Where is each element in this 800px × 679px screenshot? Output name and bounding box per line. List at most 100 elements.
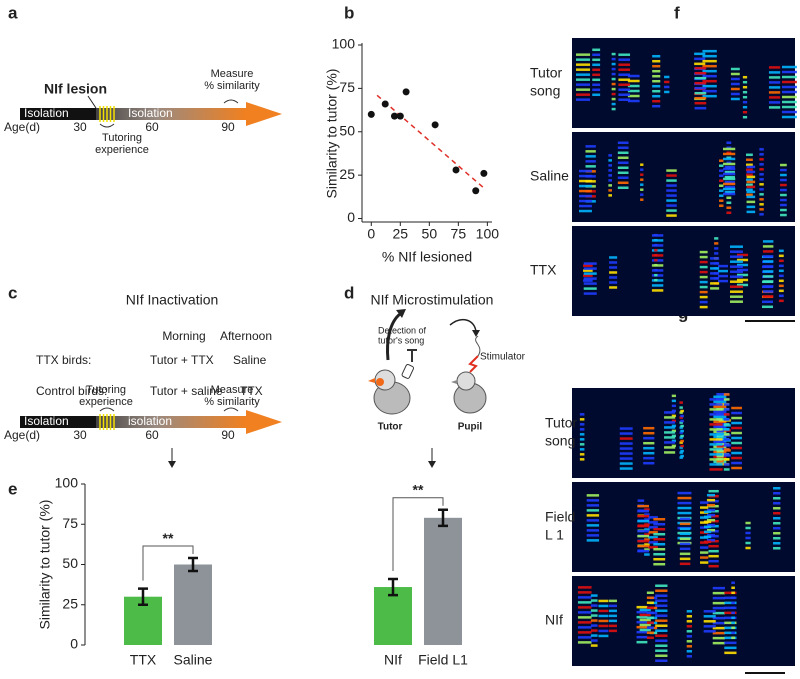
spectrogram-energy <box>586 539 600 542</box>
spectrogram-energy <box>762 250 774 253</box>
spectrogram-energy <box>716 455 724 458</box>
spectrogram-energy <box>706 518 716 522</box>
spectrogram-energy <box>577 596 592 599</box>
y-tick-label: 75 <box>62 515 78 531</box>
spectrogram-energy <box>780 163 787 167</box>
spectrogram-energy <box>576 58 591 61</box>
spectrogram-energy <box>731 426 742 430</box>
spectrogram-energy <box>654 273 658 277</box>
spectrogram-energy <box>608 154 612 157</box>
spectrogram-energy <box>762 295 774 298</box>
spectrogram-energy <box>686 650 693 653</box>
spectrogram-energy <box>718 274 729 278</box>
spectrogram-energy <box>608 179 612 182</box>
spectrogram-energy <box>710 287 720 290</box>
spectrogram-energy <box>724 646 737 650</box>
spectrogram-energy <box>680 434 684 438</box>
spectrogram-energy <box>700 551 709 554</box>
spectrogram-energy <box>666 209 677 212</box>
spectrogram-energy <box>618 73 631 76</box>
spectrogram-energy <box>664 75 670 79</box>
spectrogram-energy <box>611 87 616 91</box>
timeline-isolation <box>20 108 96 120</box>
spectrogram-energy <box>706 513 716 517</box>
spectrogram-energy <box>592 58 601 62</box>
spectrogram-energy <box>731 411 742 415</box>
spectrogram-energy <box>664 436 676 439</box>
spectrogram-energy <box>666 169 677 172</box>
spectrogram-energy <box>598 614 609 618</box>
brace <box>223 407 239 412</box>
spectrogram-energy <box>617 166 629 170</box>
spectrogram-energy <box>652 104 661 108</box>
spectrogram-energy <box>590 624 598 627</box>
spectrogram-energy <box>680 429 684 433</box>
spectrogram-energy <box>716 433 730 436</box>
y-tick-label: 50 <box>62 555 78 571</box>
spectrogram-energy <box>746 183 753 187</box>
spectrogram-energy <box>768 81 781 84</box>
spectrogram-energy <box>702 59 717 63</box>
spectrogram-energy <box>590 594 598 597</box>
spectrogram-energy <box>644 548 650 551</box>
spectrogram-energy <box>745 536 751 540</box>
spectrogram-energy <box>655 634 668 637</box>
spectrogram-energy <box>712 631 725 635</box>
spectrogram-energy <box>713 405 727 408</box>
spectrogram-energy <box>648 521 658 524</box>
spectrogram-energy <box>762 280 774 283</box>
panel-letter: e <box>8 479 17 498</box>
x-tick-label: Field L1 <box>418 652 468 668</box>
measure-label: % similarity <box>204 80 260 92</box>
spectrogram-energy <box>651 284 664 287</box>
brace <box>223 99 239 104</box>
spectrogram-energy <box>664 426 676 429</box>
spectrogram-energy <box>759 183 764 186</box>
point <box>396 112 404 120</box>
spectrogram-energy <box>592 53 601 57</box>
spectrogram-energy <box>773 542 781 545</box>
spectrogram-energy <box>768 76 781 79</box>
row-header: TTX birds: <box>36 353 91 367</box>
spectrogram-energy <box>761 300 774 304</box>
spectrogram-energy <box>654 253 658 257</box>
spectrogram-energy <box>686 640 693 643</box>
spectrogram-energy <box>578 169 592 173</box>
spectrogram-energy <box>579 433 585 436</box>
point <box>402 88 410 96</box>
spectrogram-energy <box>716 413 730 416</box>
spectrogram-label: Saline <box>530 168 569 184</box>
spectrogram-energy <box>664 431 676 434</box>
spectrogram-energy <box>773 532 781 535</box>
spectrogram-energy <box>719 159 724 162</box>
spectrogram-energy <box>708 549 719 553</box>
spectrogram-energy <box>718 269 729 273</box>
spectrogram-energy <box>723 398 730 401</box>
spectrogram-energy <box>746 188 753 192</box>
spectrogram-energy <box>577 611 592 614</box>
spectrogram-energy <box>608 599 617 603</box>
spectrogram-energy <box>640 163 644 166</box>
spectrogram-energy <box>637 524 649 528</box>
spectrogram-energy <box>699 285 708 289</box>
tutoring-label: Tutoring <box>102 132 142 144</box>
spectrogram-energy <box>706 508 716 512</box>
spectrogram-energy <box>746 153 753 157</box>
spectrogram-energy <box>780 178 787 182</box>
spectrogram-energy <box>679 552 691 556</box>
timeline-label: Isolation <box>24 106 69 120</box>
spectrogram-energy <box>781 70 797 74</box>
spectrogram-energy <box>586 499 600 502</box>
spectrogram-energy <box>724 636 737 640</box>
spectrogram-energy <box>590 599 598 602</box>
spectrogram-energy <box>722 177 736 181</box>
spectrogram-energy <box>724 621 737 625</box>
spectrogram-energy <box>617 176 629 180</box>
spectrogram-energy <box>646 631 654 635</box>
spectrogram-energy <box>746 180 756 184</box>
spectrogram-energy <box>583 287 597 290</box>
age-tick: 90 <box>221 120 235 134</box>
spectrogram-energy <box>716 403 730 406</box>
spectrogram-energy <box>586 514 600 517</box>
spectrogram-energy <box>579 423 585 426</box>
